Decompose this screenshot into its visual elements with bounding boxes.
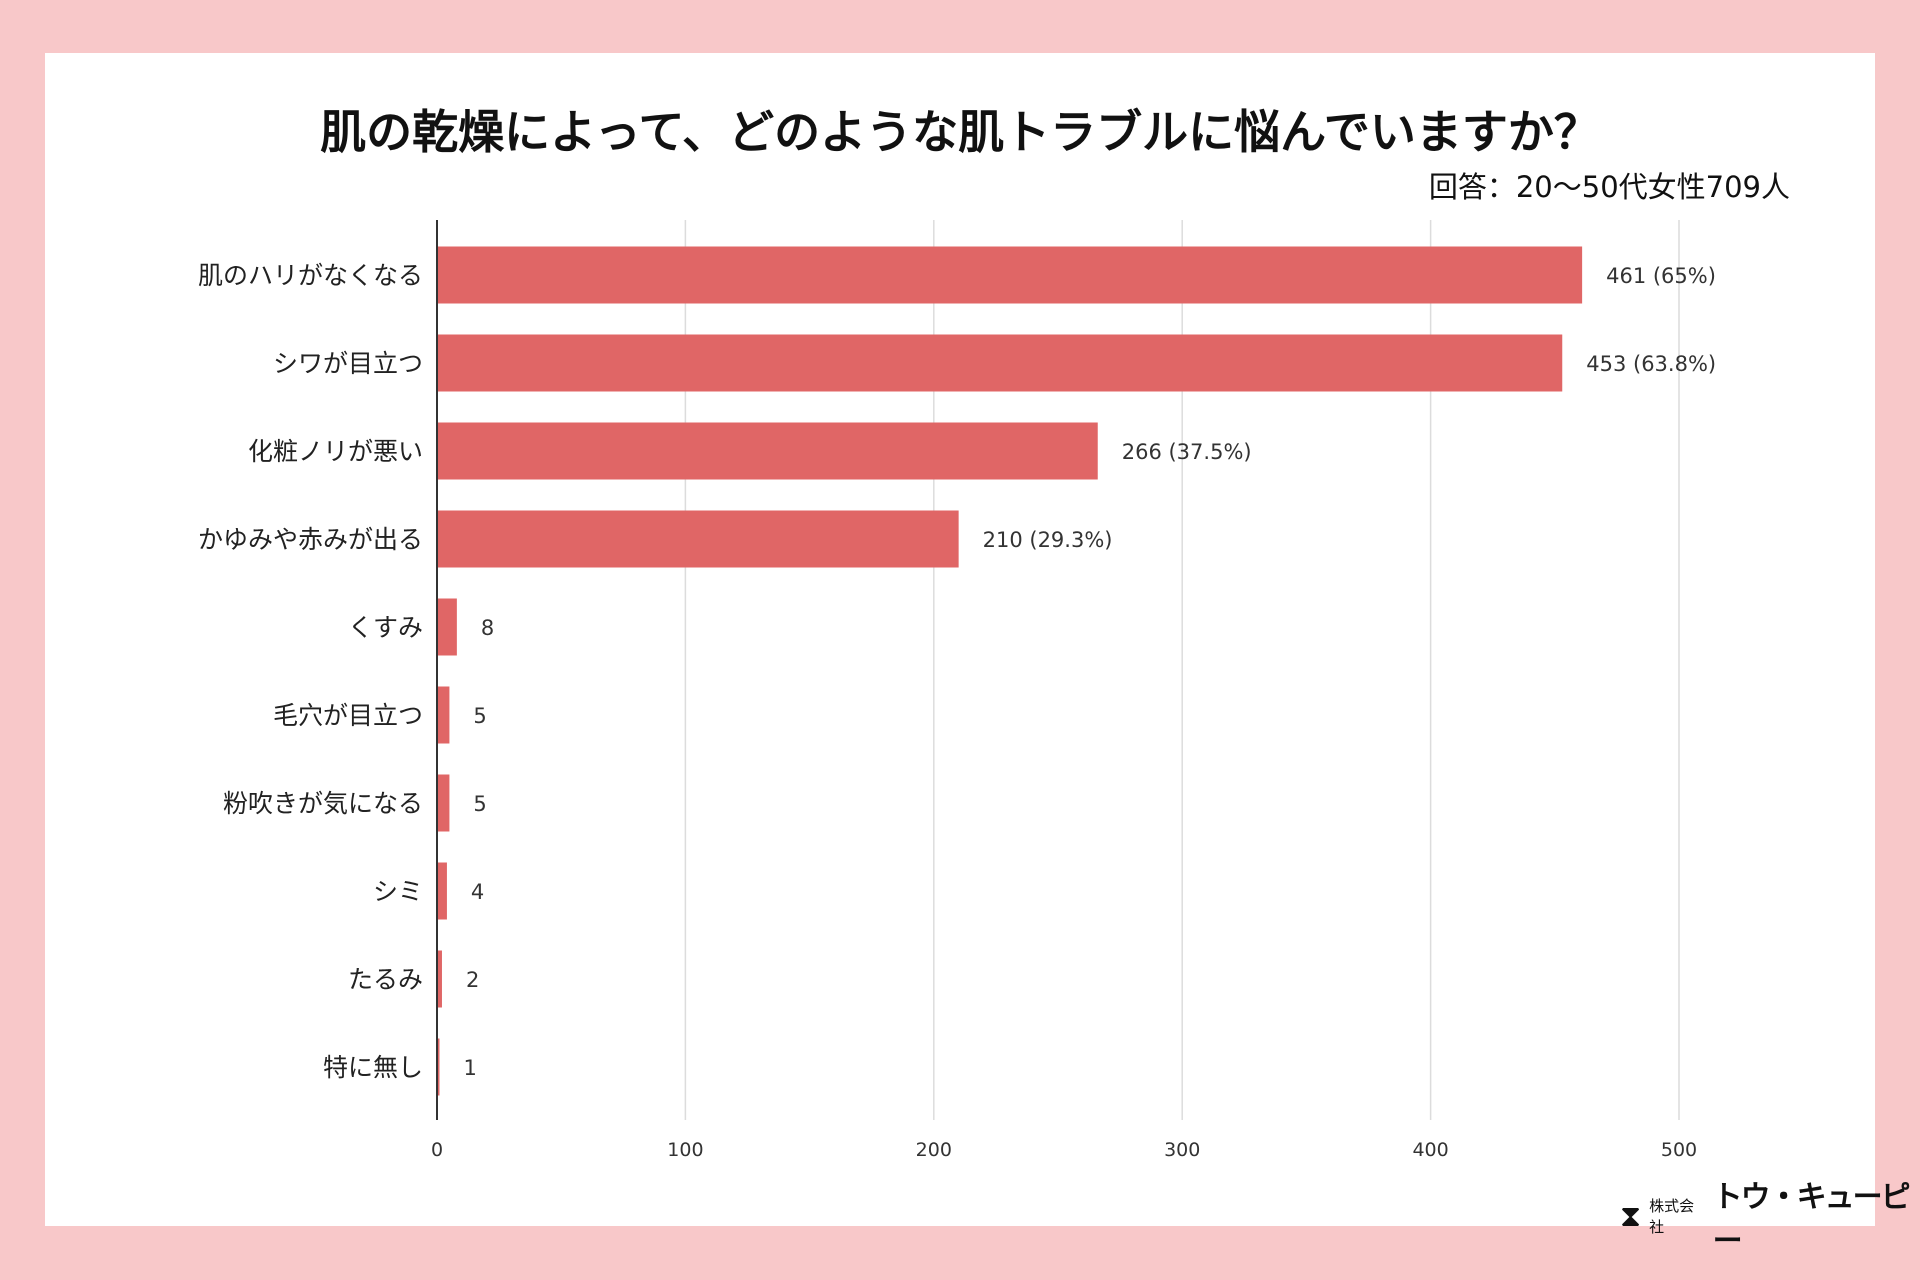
bar bbox=[437, 510, 959, 568]
category-label: くすみ bbox=[348, 613, 423, 642]
chart-title: 肌の乾燥によって、どのような肌トラブルに悩んでいますか？ bbox=[320, 105, 1600, 159]
data-label: 1 bbox=[463, 1056, 476, 1080]
data-label: 453 (63.8%) bbox=[1586, 352, 1716, 376]
category-label: かゆみや赤みが出る bbox=[198, 525, 423, 554]
bar bbox=[437, 950, 442, 1008]
data-label: 8 bbox=[481, 616, 494, 640]
data-label: 5 bbox=[473, 792, 486, 816]
category-label: 粉吹きが気になる bbox=[223, 789, 423, 818]
category-label: 化粧ノリが悪い bbox=[248, 437, 423, 466]
bar bbox=[437, 422, 1098, 480]
category-label: たるみ bbox=[348, 965, 423, 994]
x-tick-label: 400 bbox=[1412, 1139, 1448, 1161]
x-tick-label: 0 bbox=[431, 1139, 443, 1161]
data-label: 2 bbox=[466, 968, 479, 992]
chart-subtitle: 回答：20〜50代女性709人 bbox=[1428, 170, 1790, 204]
category-label: シワが目立つ bbox=[273, 349, 423, 378]
category-label: 毛穴が目立つ bbox=[273, 701, 423, 730]
bar bbox=[437, 334, 1563, 392]
bar bbox=[437, 246, 1583, 304]
x-tick-label: 100 bbox=[667, 1139, 703, 1161]
logo-prefix: 株式会社 bbox=[1649, 1197, 1695, 1236]
data-label: 4 bbox=[471, 880, 484, 904]
hourglass-logo-icon: ⧗ bbox=[1620, 1198, 1642, 1234]
category-label: 特に無し bbox=[323, 1053, 423, 1082]
data-label: 266 (37.5%) bbox=[1122, 440, 1252, 464]
data-label: 210 (29.3%) bbox=[983, 528, 1113, 552]
company-logo: ⧗ 株式会社 トウ・キューピー bbox=[1620, 1172, 1920, 1260]
bar bbox=[437, 774, 450, 832]
data-label: 461 (65%) bbox=[1606, 264, 1716, 288]
x-tick-label: 500 bbox=[1661, 1139, 1697, 1161]
logo-name: トウ・キューピー bbox=[1712, 1180, 1911, 1259]
category-label: シミ bbox=[373, 877, 423, 906]
x-tick-label: 300 bbox=[1164, 1139, 1200, 1161]
bar bbox=[437, 1038, 440, 1096]
data-label: 5 bbox=[473, 704, 486, 728]
bar bbox=[437, 598, 457, 656]
bar bbox=[437, 862, 447, 920]
x-tick-label: 200 bbox=[916, 1139, 952, 1161]
bar bbox=[437, 686, 450, 744]
category-label: 肌のハリがなくなる bbox=[198, 261, 423, 290]
